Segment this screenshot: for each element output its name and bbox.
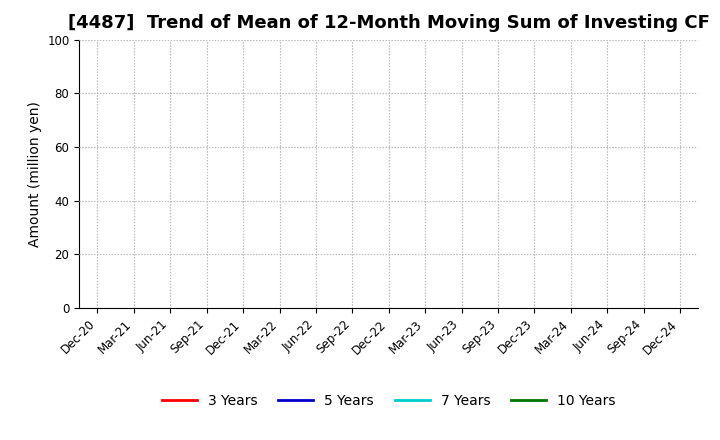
Legend: 3 Years, 5 Years, 7 Years, 10 Years: 3 Years, 5 Years, 7 Years, 10 Years	[157, 389, 621, 414]
Title: [4487]  Trend of Mean of 12-Month Moving Sum of Investing CF: [4487] Trend of Mean of 12-Month Moving …	[68, 15, 710, 33]
Y-axis label: Amount (million yen): Amount (million yen)	[27, 101, 42, 247]
